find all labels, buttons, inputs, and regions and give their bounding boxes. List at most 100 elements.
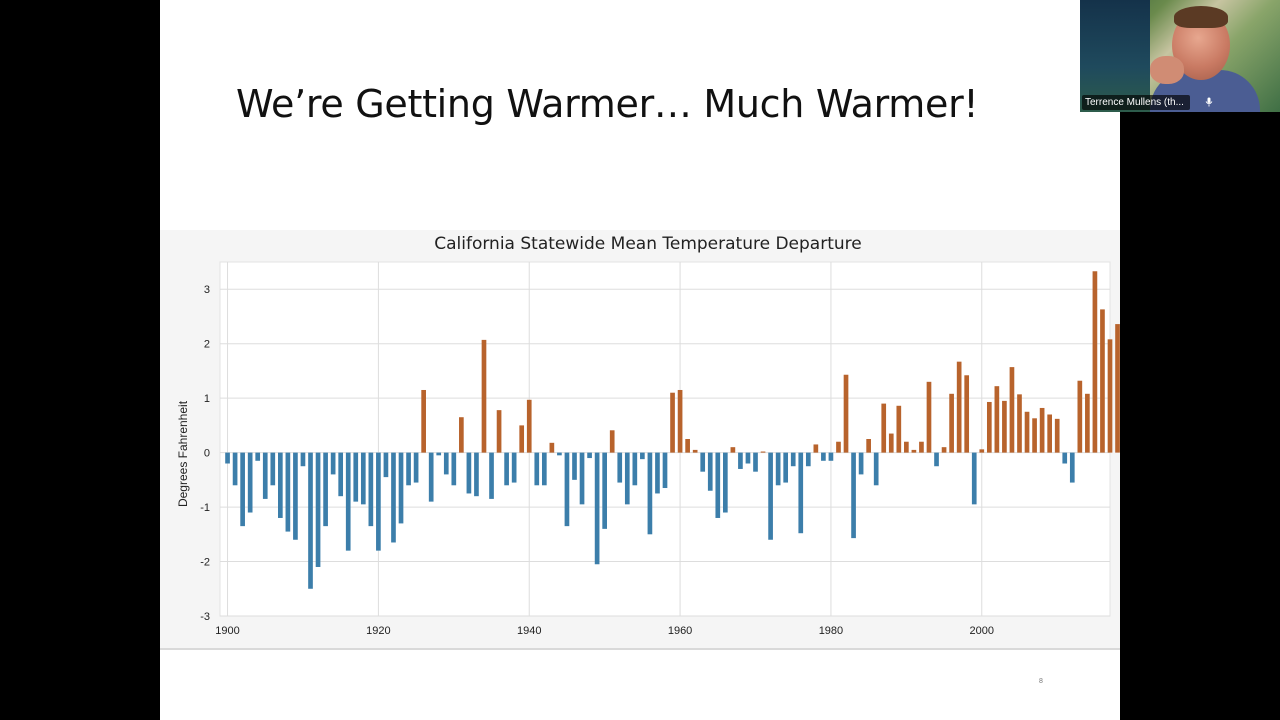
bar xyxy=(911,449,917,453)
bar xyxy=(1039,407,1045,453)
bar xyxy=(240,452,245,527)
bar xyxy=(994,386,1000,453)
bar xyxy=(443,452,449,475)
bar xyxy=(255,452,261,461)
bar xyxy=(1009,367,1015,453)
bar xyxy=(1115,324,1120,453)
bar xyxy=(534,452,540,486)
bar xyxy=(262,452,268,499)
bar xyxy=(979,449,985,453)
bar xyxy=(398,452,404,524)
bar xyxy=(700,452,706,472)
bar xyxy=(489,452,494,499)
bar xyxy=(888,433,894,453)
x-tick-label: 1940 xyxy=(517,625,541,637)
chart-title: California Statewide Mean Temperature De… xyxy=(434,234,861,254)
bar xyxy=(904,441,909,453)
chart-svg: California Statewide Mean Temperature De… xyxy=(176,234,1120,637)
bar xyxy=(941,447,947,453)
bar xyxy=(360,452,366,505)
y-tick-label: -2 xyxy=(200,557,210,569)
bar xyxy=(1085,393,1090,453)
y-tick-label: 1 xyxy=(204,393,210,405)
background-map-sea xyxy=(1080,0,1150,112)
bar xyxy=(768,452,773,540)
bar xyxy=(730,447,736,453)
temperature-chart: California Statewide Mean Temperature De… xyxy=(160,230,1120,650)
bar xyxy=(655,452,660,494)
bar xyxy=(594,452,600,565)
bar xyxy=(1024,411,1030,453)
bar xyxy=(383,452,389,478)
bar xyxy=(775,452,781,486)
bar xyxy=(293,452,298,540)
bar xyxy=(738,452,743,469)
bar xyxy=(474,452,479,497)
bar xyxy=(873,452,879,486)
bar xyxy=(315,452,321,567)
bar xyxy=(896,405,902,453)
bar xyxy=(300,452,306,467)
bar xyxy=(1062,452,1068,464)
bar xyxy=(843,374,849,453)
bar xyxy=(504,452,509,486)
presentation-slide: We’re Getting Warmer… Much Warmer! Calif… xyxy=(160,0,1120,720)
bar xyxy=(858,452,864,475)
bar xyxy=(557,452,562,456)
bar xyxy=(881,403,887,453)
bar xyxy=(956,361,962,453)
x-tick-label: 1980 xyxy=(819,625,843,637)
bar xyxy=(436,452,442,456)
participant-name-tag: Terrence Mullens (th... xyxy=(1082,95,1190,110)
bar xyxy=(964,375,970,453)
bar xyxy=(745,452,751,464)
bar xyxy=(579,452,585,505)
bar xyxy=(330,452,336,475)
bar xyxy=(866,439,871,453)
bar xyxy=(511,452,517,483)
bar xyxy=(1077,380,1083,453)
microphone-icon[interactable] xyxy=(1205,97,1215,107)
bar xyxy=(685,439,690,453)
tick-labels: -3 -2 -1 0 1 2 3 1900 1920 1940 1960 1980 2000 xyxy=(200,284,994,637)
y-tick-label: -1 xyxy=(200,502,210,514)
bar xyxy=(1100,309,1105,453)
bar xyxy=(986,401,992,453)
y-tick-label: 2 xyxy=(204,339,210,351)
y-tick-label: -3 xyxy=(200,611,210,623)
bar xyxy=(496,410,502,453)
bar xyxy=(338,452,344,497)
bar xyxy=(609,430,615,453)
bar xyxy=(1092,271,1098,453)
bar xyxy=(587,452,592,459)
bar xyxy=(971,452,977,505)
bar xyxy=(813,444,819,453)
bar xyxy=(602,452,607,529)
y-tick-label: 0 xyxy=(204,448,210,460)
bar xyxy=(345,452,351,551)
bar xyxy=(647,452,653,535)
x-tick-label: 1960 xyxy=(668,625,692,637)
bar-series xyxy=(225,271,1120,589)
bar xyxy=(692,449,698,453)
bar xyxy=(640,452,645,460)
bar xyxy=(406,452,411,486)
bar xyxy=(677,389,683,453)
bar xyxy=(707,452,713,491)
bar xyxy=(572,452,577,480)
bar xyxy=(353,452,359,502)
participant-hand xyxy=(1150,56,1184,84)
bar xyxy=(1017,394,1022,453)
plot-area xyxy=(219,261,1111,617)
bar xyxy=(790,452,796,467)
bar xyxy=(225,452,230,464)
bar xyxy=(783,452,789,483)
bar xyxy=(459,417,464,453)
bar xyxy=(451,452,457,486)
participant-video[interactable]: Terrence Mullens (th... xyxy=(1080,0,1280,112)
grid-lines xyxy=(220,262,1110,617)
y-axis-label: Degrees Fahrenheit xyxy=(176,400,190,507)
bar xyxy=(662,452,668,489)
microphone-icon-svg xyxy=(1205,97,1213,107)
bar xyxy=(428,452,434,502)
